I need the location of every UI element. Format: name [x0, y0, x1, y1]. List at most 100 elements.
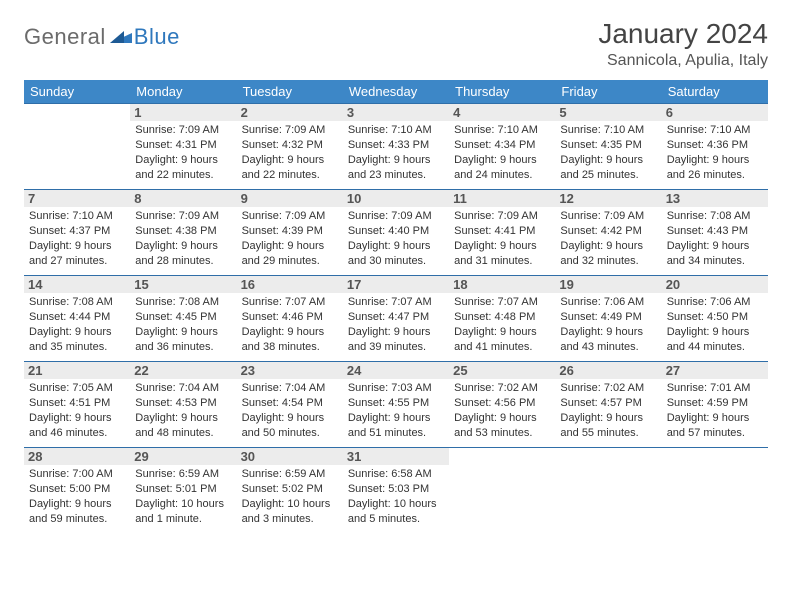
day-info-line: Sunset: 4:55 PM [348, 396, 444, 411]
day-info-line: and 36 minutes. [135, 340, 231, 355]
day-info-line: Sunset: 4:31 PM [135, 138, 231, 153]
logo-text-general: General [24, 24, 106, 50]
day-number: 10 [343, 190, 449, 207]
day-info-line: Sunset: 4:53 PM [135, 396, 231, 411]
day-info: Sunrise: 7:09 AMSunset: 4:31 PMDaylight:… [135, 123, 231, 182]
day-info-line: Sunset: 5:02 PM [242, 482, 338, 497]
day-info-line: Sunrise: 7:10 AM [29, 209, 125, 224]
day-info-line: and 27 minutes. [29, 254, 125, 269]
day-info-line: Sunrise: 7:02 AM [454, 381, 550, 396]
day-info-line: and 22 minutes. [135, 168, 231, 183]
day-info-line: Daylight: 9 hours [135, 239, 231, 254]
day-info-line: and 24 minutes. [454, 168, 550, 183]
day-number: 7 [24, 190, 130, 207]
calendar-day-cell: 8 Sunrise: 7:09 AMSunset: 4:38 PMDaylight… [130, 190, 236, 276]
calendar-day-cell: 2Sunrise: 7:09 AMSunset: 4:32 PMDaylight… [237, 104, 343, 190]
day-info: Sunrise: 7:08 AMSunset: 4:45 PMDaylight:… [135, 295, 231, 354]
day-info-line: and 48 minutes. [135, 426, 231, 441]
day-info-line: Sunset: 4:41 PM [454, 224, 550, 239]
day-info-line: and 1 minute. [135, 512, 231, 527]
day-info-line: and 28 minutes. [135, 254, 231, 269]
day-info-line: Sunrise: 7:10 AM [348, 123, 444, 138]
calendar-week-row: 7Sunrise: 7:10 AMSunset: 4:37 PMDaylight… [24, 190, 768, 276]
day-info-line: Sunset: 4:43 PM [667, 224, 763, 239]
day-info-line: Sunrise: 7:09 AM [135, 123, 231, 138]
calendar-week-row: 1Sunrise: 7:09 AMSunset: 4:31 PMDaylight… [24, 104, 768, 190]
day-info: Sunrise: 7:02 AMSunset: 4:56 PMDaylight:… [454, 381, 550, 440]
calendar-day-cell: 9 Sunrise: 7:09 AMSunset: 4:39 PMDaylight… [237, 190, 343, 276]
day-info-line: Sunrise: 7:08 AM [29, 295, 125, 310]
day-info-line: Sunset: 4:32 PM [242, 138, 338, 153]
day-info-line: Daylight: 9 hours [348, 153, 444, 168]
day-info-line: and 51 minutes. [348, 426, 444, 441]
day-info: Sunrise: 7:09 AMSunset: 4:39 PMDaylight:… [242, 209, 338, 268]
day-info-line: Sunset: 4:35 PM [560, 138, 656, 153]
day-info-line: and 35 minutes. [29, 340, 125, 355]
day-number: 9 [237, 190, 343, 207]
day-info-line: Daylight: 9 hours [29, 239, 125, 254]
calendar-day-cell: 25Sunrise: 7:02 AMSunset: 4:56 PMDayligh… [449, 362, 555, 448]
day-info-line: and 39 minutes. [348, 340, 444, 355]
calendar-day-cell: 14Sunrise: 7:08 AMSunset: 4:44 PMDayligh… [24, 276, 130, 362]
day-number: 24 [343, 362, 449, 379]
day-info-line: Sunset: 4:59 PM [667, 396, 763, 411]
day-number: 27 [662, 362, 768, 379]
day-info-line: and 31 minutes. [454, 254, 550, 269]
day-info-line: Sunrise: 7:08 AM [667, 209, 763, 224]
calendar-day-cell: 30Sunrise: 6:59 AMSunset: 5:02 PMDayligh… [237, 448, 343, 534]
day-info-line: Daylight: 9 hours [29, 497, 125, 512]
day-info-line: Sunset: 4:36 PM [667, 138, 763, 153]
day-info-line: Sunrise: 7:10 AM [454, 123, 550, 138]
day-info-line: and 26 minutes. [667, 168, 763, 183]
day-info-line: and 34 minutes. [667, 254, 763, 269]
logo-mark-icon [110, 27, 132, 43]
day-info-line: Daylight: 9 hours [135, 411, 231, 426]
day-info-line: Sunset: 4:49 PM [560, 310, 656, 325]
day-info: Sunrise: 7:01 AMSunset: 4:59 PMDaylight:… [667, 381, 763, 440]
day-info-line: Sunset: 4:57 PM [560, 396, 656, 411]
day-info: Sunrise: 7:03 AMSunset: 4:55 PMDaylight:… [348, 381, 444, 440]
day-info-line: Sunrise: 7:10 AM [560, 123, 656, 138]
day-info-line: Daylight: 9 hours [454, 239, 550, 254]
day-info-line: Sunrise: 7:07 AM [454, 295, 550, 310]
day-info-line: Sunset: 4:51 PM [29, 396, 125, 411]
day-info-line: and 57 minutes. [667, 426, 763, 441]
day-info-line: Daylight: 9 hours [242, 153, 338, 168]
day-info-line: Sunrise: 7:03 AM [348, 381, 444, 396]
day-info-line: Sunrise: 7:05 AM [29, 381, 125, 396]
day-info-line: Sunset: 5:01 PM [135, 482, 231, 497]
day-info: Sunrise: 7:09 AMSunset: 4:32 PMDaylight:… [242, 123, 338, 182]
calendar-day-cell: 19Sunrise: 7:06 AMSunset: 4:49 PMDayligh… [555, 276, 661, 362]
day-info: Sunrise: 7:09 AMSunset: 4:38 PMDaylight:… [135, 209, 231, 268]
day-info-line: Sunset: 4:56 PM [454, 396, 550, 411]
day-info-line: Sunrise: 7:00 AM [29, 467, 125, 482]
weekday-header: Sunday [24, 80, 130, 104]
day-info-line: and 38 minutes. [242, 340, 338, 355]
day-info: Sunrise: 7:09 AMSunset: 4:41 PMDaylight:… [454, 209, 550, 268]
day-info-line: Sunset: 5:03 PM [348, 482, 444, 497]
day-info-line: and 29 minutes. [242, 254, 338, 269]
calendar-day-cell: 26Sunrise: 7:02 AMSunset: 4:57 PMDayligh… [555, 362, 661, 448]
day-number: 14 [24, 276, 130, 293]
calendar-day-cell: 31Sunrise: 6:58 AMSunset: 5:03 PMDayligh… [343, 448, 449, 534]
day-info: Sunrise: 7:10 AMSunset: 4:34 PMDaylight:… [454, 123, 550, 182]
weekday-header: Thursday [449, 80, 555, 104]
day-number: 8 [130, 190, 236, 207]
day-info-line: and 43 minutes. [560, 340, 656, 355]
day-info-line: Daylight: 9 hours [348, 239, 444, 254]
day-info: Sunrise: 7:02 AMSunset: 4:57 PMDaylight:… [560, 381, 656, 440]
day-info-line: Sunrise: 7:04 AM [242, 381, 338, 396]
weekday-header: Saturday [662, 80, 768, 104]
day-info-line: Daylight: 9 hours [242, 325, 338, 340]
day-info-line: and 3 minutes. [242, 512, 338, 527]
day-number: 30 [237, 448, 343, 465]
calendar-day-cell: 5Sunrise: 7:10 AMSunset: 4:35 PMDaylight… [555, 104, 661, 190]
calendar-day-cell: 4Sunrise: 7:10 AMSunset: 4:34 PMDaylight… [449, 104, 555, 190]
day-number: 20 [662, 276, 768, 293]
day-info-line: and 46 minutes. [29, 426, 125, 441]
day-info-line: Sunset: 4:54 PM [242, 396, 338, 411]
calendar-day-cell: 24 Sunrise: 7:03 AMSunset: 4:55 PMDayligh… [343, 362, 449, 448]
day-info-line: Daylight: 9 hours [560, 325, 656, 340]
day-number: 28 [24, 448, 130, 465]
day-info-line: Daylight: 9 hours [560, 411, 656, 426]
